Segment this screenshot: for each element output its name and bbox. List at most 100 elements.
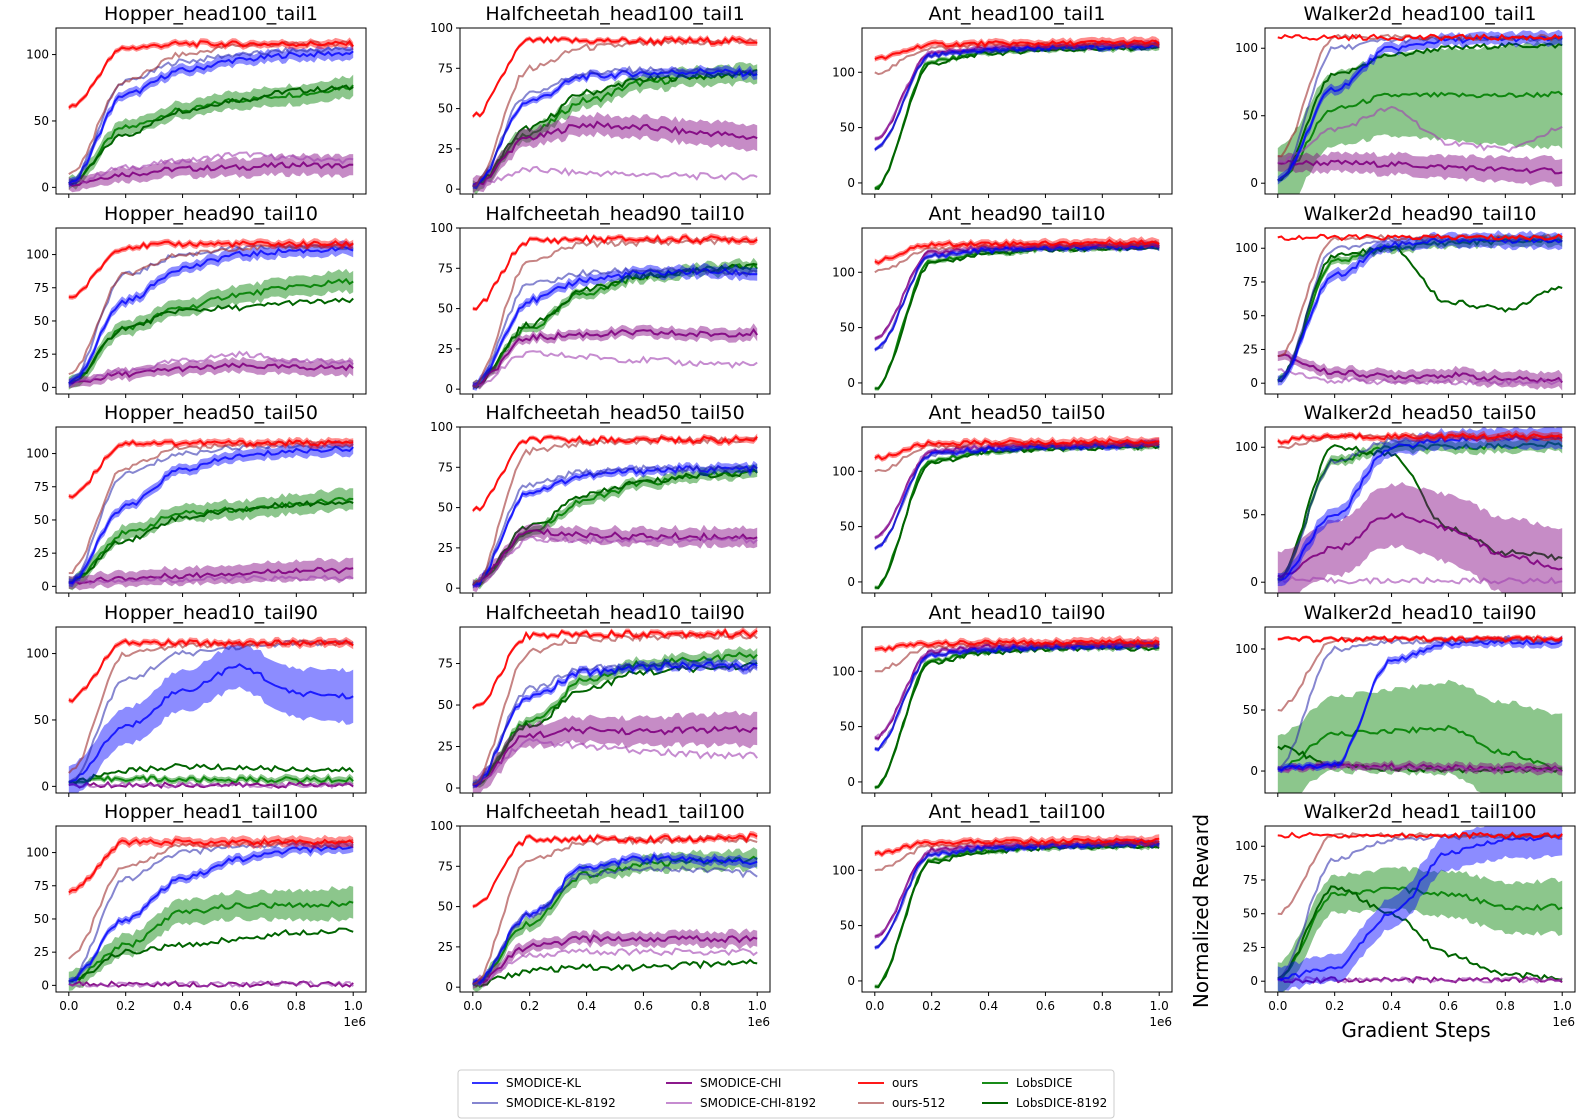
series-line-smodice-chi-8192 bbox=[1277, 975, 1563, 984]
y-tick-label: 0 bbox=[41, 380, 49, 394]
axes-frame bbox=[459, 227, 771, 395]
subplot-title: Ant_head10_tail90 bbox=[929, 602, 1106, 624]
y-tick-label: 0 bbox=[1250, 176, 1258, 190]
series-line-lobsdice bbox=[472, 262, 758, 387]
y-tick-label: 25 bbox=[438, 342, 453, 356]
series-line-ours bbox=[68, 837, 354, 894]
y-tick-label: 0 bbox=[847, 775, 855, 789]
series-line-lobsdice bbox=[1277, 724, 1563, 771]
series-line-smodice-kl-8192 bbox=[68, 441, 354, 584]
band-smodice-kl bbox=[68, 44, 354, 188]
x-tick-label: 0.2 bbox=[1325, 999, 1344, 1013]
subplot-title: Walker2d_head90_tail10 bbox=[1304, 203, 1537, 225]
y-tick-label: 0 bbox=[41, 978, 49, 992]
band-lobsdice bbox=[472, 646, 758, 789]
x-tick-label: 0.6 bbox=[230, 999, 249, 1013]
series-line-smodice-chi-8192 bbox=[472, 535, 758, 589]
series-line-smodice-chi bbox=[874, 41, 1160, 140]
legend-item-smodice-chi-8192: SMODICE-CHI-8192 bbox=[666, 1096, 816, 1110]
band-smodice-chi bbox=[874, 837, 1160, 939]
band-smodice-kl bbox=[874, 241, 1160, 352]
legend-label: SMODICE-KL-8192 bbox=[506, 1096, 616, 1110]
band-lobsdice bbox=[68, 74, 354, 190]
y-tick-label: 50 bbox=[34, 114, 49, 128]
x-tick-label: 0.0 bbox=[463, 999, 482, 1013]
subplot-title: Hopper_head90_tail10 bbox=[104, 203, 318, 225]
series-line-smodice-kl-8192 bbox=[472, 65, 758, 190]
band-lobsdice bbox=[68, 487, 354, 591]
plot-area bbox=[1277, 826, 1563, 992]
series-line-smodice-kl-8192 bbox=[472, 660, 758, 786]
plot-area bbox=[68, 37, 355, 193]
plot-area bbox=[68, 237, 354, 390]
series-line-smodice-kl-8192 bbox=[472, 266, 758, 389]
y-tick-label: 100 bbox=[26, 846, 49, 860]
legend-label: ours bbox=[892, 1076, 918, 1090]
series-line-lobsdice-8192 bbox=[1277, 41, 1563, 182]
x-tick-label: 0.8 bbox=[691, 999, 710, 1013]
band-lobsdice bbox=[68, 885, 354, 991]
band-smodice-chi bbox=[1277, 482, 1563, 593]
x-tick-label: 0.8 bbox=[1093, 999, 1112, 1013]
plot-area bbox=[472, 627, 758, 793]
subplot-hopper-head100-tail1: Hopper_head100_tail1 0 50 100 bbox=[26, 3, 367, 198]
y-tick-label: 50 bbox=[438, 302, 453, 316]
band-smodice-chi bbox=[1277, 151, 1563, 187]
y-tick-label: 25 bbox=[1243, 342, 1258, 356]
x-tick-label: 1.0 bbox=[748, 999, 767, 1013]
series-line-smodice-kl-8192 bbox=[472, 464, 758, 586]
y-tick-label: 100 bbox=[832, 464, 855, 478]
y-tick-label: 0 bbox=[847, 575, 855, 589]
series-line-ours-512 bbox=[472, 630, 758, 786]
band-lobsdice bbox=[472, 847, 758, 992]
x-offset-text: 1e6 bbox=[1149, 1015, 1172, 1029]
series-line-ours bbox=[1277, 432, 1563, 445]
band-lobsdice bbox=[1277, 435, 1563, 584]
axes-frame bbox=[1264, 227, 1576, 395]
series-line-lobsdice-8192 bbox=[874, 844, 1160, 989]
band-smodice-kl bbox=[68, 642, 354, 793]
subplot-title: Ant_head100_tail1 bbox=[929, 3, 1106, 25]
series-line-lobsdice bbox=[68, 900, 354, 983]
series-line-lobsdice-8192 bbox=[472, 958, 758, 988]
series-line-smodice-kl bbox=[472, 853, 758, 985]
series-line-lobsdice bbox=[472, 70, 758, 190]
y-tick-label: 25 bbox=[34, 546, 49, 560]
series-line-lobsdice-8192 bbox=[68, 927, 354, 983]
series-line-smodice-kl bbox=[874, 441, 1160, 550]
series-line-smodice-chi-8192 bbox=[472, 350, 758, 387]
x-tick-label: 0.8 bbox=[1496, 999, 1515, 1013]
y-tick-label: 100 bbox=[26, 447, 49, 461]
y-tick-label: 0 bbox=[1250, 764, 1258, 778]
y-tick-label: 50 bbox=[1243, 109, 1258, 123]
series-line-ours bbox=[1277, 33, 1563, 42]
legend-item-ours: ours bbox=[858, 1076, 918, 1090]
x-tick-label: 1.0 bbox=[344, 999, 363, 1013]
subplot-title: Hopper_head100_tail1 bbox=[104, 3, 318, 25]
y-tick-label: 0 bbox=[41, 579, 49, 593]
plot-area bbox=[1277, 634, 1563, 793]
subplot-title: Halfcheetah_head100_tail1 bbox=[485, 3, 744, 25]
subplot-title: Walker2d_head50_tail50 bbox=[1304, 402, 1537, 424]
series-line-lobsdice bbox=[472, 469, 758, 587]
series-line-smodice-chi bbox=[874, 640, 1160, 740]
series-line-ours bbox=[68, 39, 355, 109]
series-line-lobsdice-8192 bbox=[472, 468, 758, 586]
subplot-ant-head90-tail10: Ant_head90_tail10 0 50 100 bbox=[832, 203, 1173, 398]
series-line-smodice-chi bbox=[472, 934, 758, 985]
x-tick-label: 0.2 bbox=[520, 999, 539, 1013]
series-line-smodice-kl bbox=[68, 50, 354, 185]
plot-area bbox=[472, 831, 758, 992]
series-line-smodice-kl-8192 bbox=[874, 840, 1160, 949]
axes-frame bbox=[861, 825, 1173, 993]
band-smodice-chi bbox=[1277, 349, 1563, 391]
y-tick-label: 100 bbox=[26, 647, 49, 661]
axes-frame bbox=[459, 27, 771, 195]
series-line-lobsdice bbox=[1277, 236, 1563, 382]
subplot-halfcheetah-head10-tail90: Halfcheetah_head10_tail90 0 25 50 75 bbox=[438, 602, 771, 797]
series-line-ours bbox=[68, 438, 354, 499]
subplot-halfcheetah-head1-tail100: Halfcheetah_head1_tail100 0 25 50 75 100 0.0 0.… bbox=[430, 801, 771, 1029]
band-smodice-chi bbox=[874, 39, 1160, 141]
legend-label: SMODICE-CHI bbox=[700, 1076, 781, 1090]
